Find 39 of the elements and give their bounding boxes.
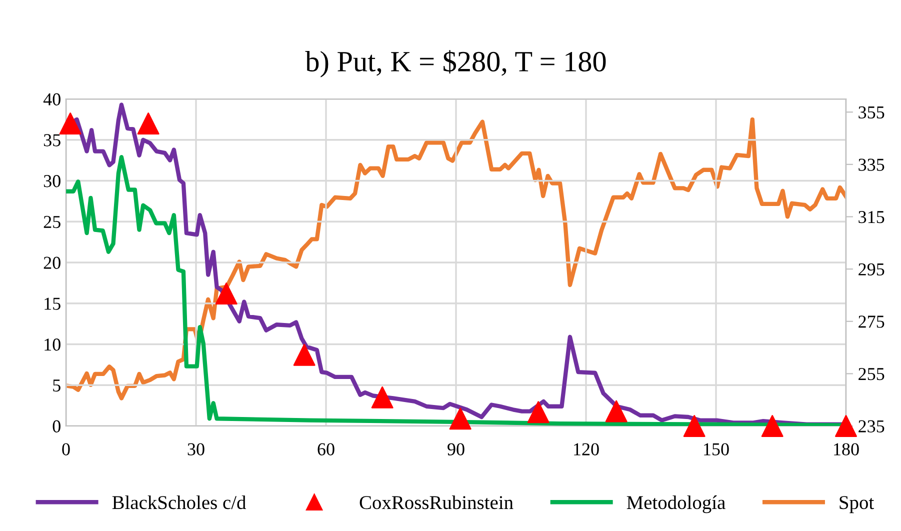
chart-title: b) Put, K = $280, T = 180: [305, 50, 606, 78]
y2-tick-label: 295: [858, 263, 884, 276]
point: [527, 401, 550, 424]
x-tick-label: 30: [188, 443, 204, 456]
point: [449, 408, 472, 430]
point: [835, 415, 857, 437]
legend-label: BlackScholes c/d: [112, 495, 246, 510]
y2-tick-label: 275: [858, 316, 884, 328]
x-tick-label: 0: [62, 443, 70, 456]
point: [683, 415, 706, 437]
x-tick-label: 120: [574, 443, 599, 456]
y-tick-label: 35: [44, 134, 60, 146]
point: [137, 112, 160, 135]
y2-tick-label: 315: [858, 211, 884, 224]
y2-tick-label: 335: [858, 158, 884, 171]
x-tick-label: 180: [834, 443, 859, 456]
point: [293, 344, 316, 366]
x-tick-label: 150: [704, 443, 729, 456]
y-tick-label: 15: [44, 298, 60, 310]
legend-label: CoxRossRubinstein: [360, 495, 514, 510]
y-tick-label: 5: [53, 380, 60, 392]
x-tick-label: 90: [448, 443, 464, 456]
point: [371, 386, 394, 408]
y2-tick-label: 355: [858, 106, 884, 119]
x-tick-label: 60: [318, 443, 334, 456]
point: [215, 282, 238, 305]
y2-tick-label: 235: [858, 420, 884, 432]
legend-label: Metodología: [626, 495, 726, 514]
point: [59, 112, 82, 135]
y-tick-label: 0: [52, 420, 60, 432]
y-tick-label: 40: [43, 93, 60, 106]
point: [605, 400, 628, 422]
y-tick-label: 30: [44, 175, 60, 188]
y-tick-label: 25: [44, 216, 60, 228]
y2-tick-label: 255: [858, 368, 884, 380]
legend-label: Spot: [840, 496, 874, 514]
y-tick-label: 10: [44, 338, 60, 351]
point: [761, 415, 784, 437]
y-tick-label: 20: [44, 256, 60, 269]
